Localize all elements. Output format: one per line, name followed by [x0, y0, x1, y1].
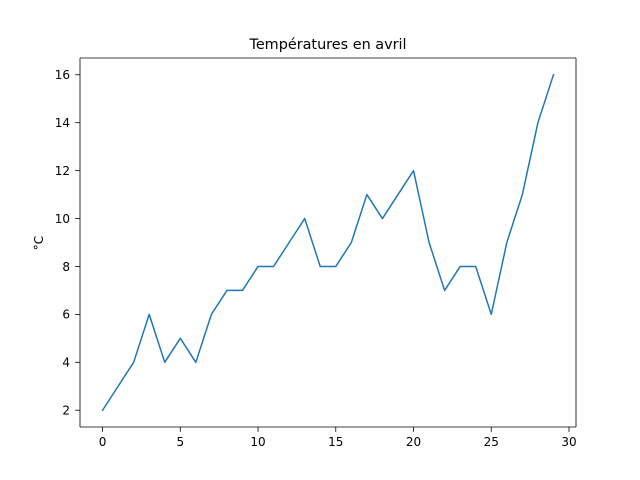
chart-title: Températures en avril [248, 37, 406, 53]
y-tick-label: 16 [55, 68, 70, 82]
y-tick-label: 4 [62, 356, 70, 370]
plot-area: 0 5 10 15 20 25 30 2 4 6 8 10 12 14 16 [55, 57, 577, 449]
x-tick-label: 25 [484, 435, 499, 449]
x-tick-label: 30 [561, 435, 576, 449]
x-tick-label: 5 [176, 435, 184, 449]
x-tick-label: 10 [250, 435, 265, 449]
y-axis-label: °C [32, 236, 46, 250]
y-tick-label: 12 [55, 164, 70, 178]
y-tick-label: 2 [62, 404, 70, 418]
y-tick-label: 10 [55, 212, 70, 226]
y-tick-label: 8 [62, 260, 70, 274]
x-tick-label: 15 [328, 435, 343, 449]
series-line-0 [101, 73, 555, 412]
x-tick-label: 0 [99, 435, 107, 449]
y-tick-label: 14 [55, 116, 70, 130]
y-tick-label: 6 [62, 308, 70, 322]
x-tick-label: 20 [406, 435, 421, 449]
